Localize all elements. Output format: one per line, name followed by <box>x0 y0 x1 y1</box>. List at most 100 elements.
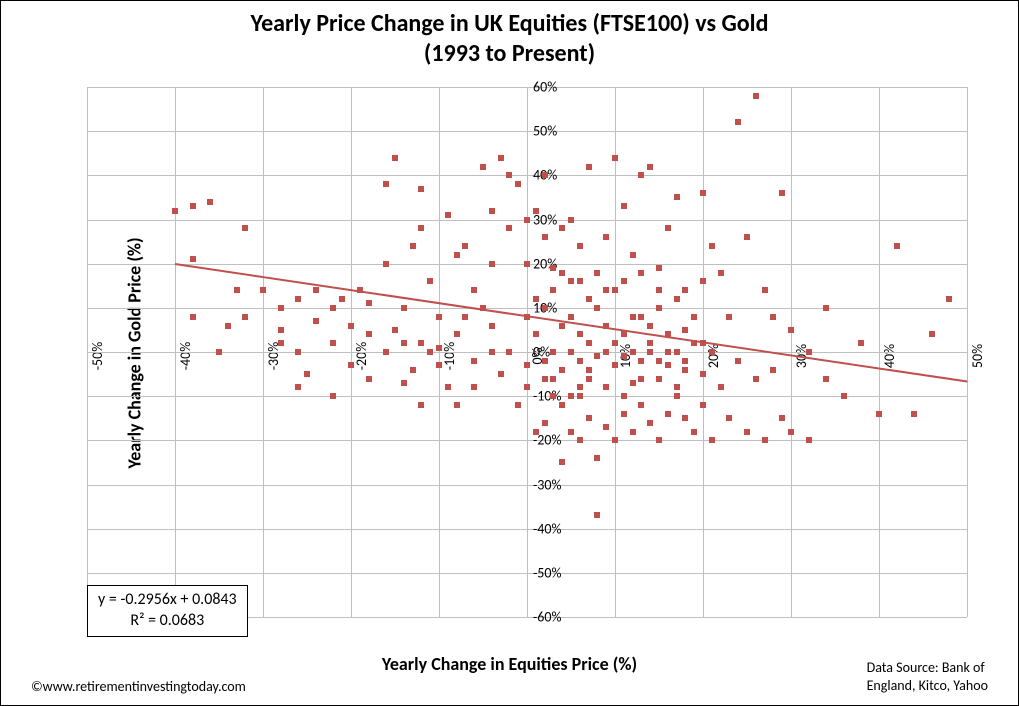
scatter-marker <box>630 429 636 435</box>
scatter-marker <box>726 415 732 421</box>
scatter-marker <box>638 270 644 276</box>
x-tick-label: -50% <box>87 342 106 371</box>
scatter-marker <box>594 305 600 311</box>
scatter-marker <box>586 340 592 346</box>
scatter-marker <box>542 234 548 240</box>
scatter-marker <box>726 314 732 320</box>
chart-title: Yearly Price Change in UK Equities (FTSE… <box>1 9 1018 69</box>
x-tick-label: 20% <box>703 344 722 368</box>
scatter-marker <box>656 376 662 382</box>
scatter-marker <box>418 225 424 231</box>
y-tick-label: -60% <box>533 609 562 626</box>
scatter-marker <box>533 296 539 302</box>
scatter-marker <box>586 367 592 373</box>
scatter-marker <box>612 437 618 443</box>
scatter-marker <box>647 323 653 329</box>
scatter-marker <box>638 402 644 408</box>
scatter-marker <box>630 380 636 386</box>
scatter-marker <box>586 296 592 302</box>
scatter-marker <box>480 164 486 170</box>
scatter-marker <box>674 384 680 390</box>
scatter-marker <box>330 393 336 399</box>
scatter-marker <box>559 270 565 276</box>
scatter-marker <box>647 420 653 426</box>
scatter-marker <box>568 217 574 223</box>
scatter-marker <box>524 217 530 223</box>
scatter-marker <box>392 327 398 333</box>
scatter-marker <box>172 208 178 214</box>
gridline-horizontal <box>87 175 967 176</box>
scatter-marker <box>445 212 451 218</box>
scatter-marker <box>718 384 724 390</box>
scatter-marker <box>383 261 389 267</box>
gridline-horizontal <box>87 440 967 441</box>
scatter-marker <box>366 300 372 306</box>
scatter-marker <box>577 384 583 390</box>
scatter-marker <box>489 261 495 267</box>
scatter-marker <box>568 278 574 284</box>
plot-area: -50%-40%-30%-20%-10%0%10%20%30%40%50%-60… <box>87 87 967 617</box>
scatter-marker <box>638 358 644 364</box>
scatter-marker <box>313 287 319 293</box>
scatter-marker <box>700 402 706 408</box>
scatter-marker <box>630 314 636 320</box>
scatter-marker <box>656 358 662 364</box>
scatter-marker <box>242 225 248 231</box>
scatter-marker <box>436 345 442 351</box>
scatter-marker <box>762 287 768 293</box>
scatter-marker <box>436 314 442 320</box>
scatter-marker <box>559 459 565 465</box>
scatter-marker <box>295 349 301 355</box>
scatter-marker <box>225 323 231 329</box>
scatter-marker <box>559 225 565 231</box>
scatter-marker <box>709 349 715 355</box>
scatter-marker <box>744 429 750 435</box>
scatter-marker <box>603 424 609 430</box>
scatter-marker <box>568 429 574 435</box>
scatter-marker <box>568 349 574 355</box>
data-source-text: Data Source: Bank of England, Kitco, Yah… <box>867 659 988 695</box>
scatter-marker <box>621 353 627 359</box>
scatter-marker <box>515 181 521 187</box>
scatter-marker <box>656 287 662 293</box>
scatter-marker <box>621 411 627 417</box>
scatter-marker <box>542 420 548 426</box>
scatter-marker <box>594 353 600 359</box>
scatter-marker <box>674 296 680 302</box>
scatter-marker <box>638 314 644 320</box>
scatter-marker <box>779 190 785 196</box>
scatter-marker <box>533 429 539 435</box>
scatter-marker <box>762 437 768 443</box>
scatter-marker <box>568 393 574 399</box>
scatter-marker <box>506 349 512 355</box>
scatter-marker <box>638 376 644 382</box>
scatter-marker <box>735 358 741 364</box>
scatter-marker <box>559 402 565 408</box>
scatter-marker <box>788 429 794 435</box>
scatter-marker <box>841 393 847 399</box>
scatter-marker <box>603 384 609 390</box>
scatter-marker <box>366 331 372 337</box>
y-tick-label: -40% <box>533 520 562 537</box>
scatter-marker <box>550 393 556 399</box>
scatter-marker <box>709 437 715 443</box>
scatter-marker <box>427 278 433 284</box>
scatter-marker <box>330 305 336 311</box>
gridline-horizontal <box>87 131 967 132</box>
scatter-marker <box>612 287 618 293</box>
scatter-marker <box>436 362 442 368</box>
x-tick-label: -40% <box>175 342 194 371</box>
scatter-marker <box>515 402 521 408</box>
scatter-marker <box>190 203 196 209</box>
scatter-marker <box>656 437 662 443</box>
scatter-marker <box>524 261 530 267</box>
scatter-marker <box>533 331 539 337</box>
scatter-marker <box>471 384 477 390</box>
scatter-marker <box>577 393 583 399</box>
scatter-marker <box>401 340 407 346</box>
scatter-marker <box>489 349 495 355</box>
scatter-marker <box>498 371 504 377</box>
equation-line-1: y = -0.2956x + 0.0843 <box>98 590 237 609</box>
scatter-marker <box>577 331 583 337</box>
scatter-marker <box>348 362 354 368</box>
